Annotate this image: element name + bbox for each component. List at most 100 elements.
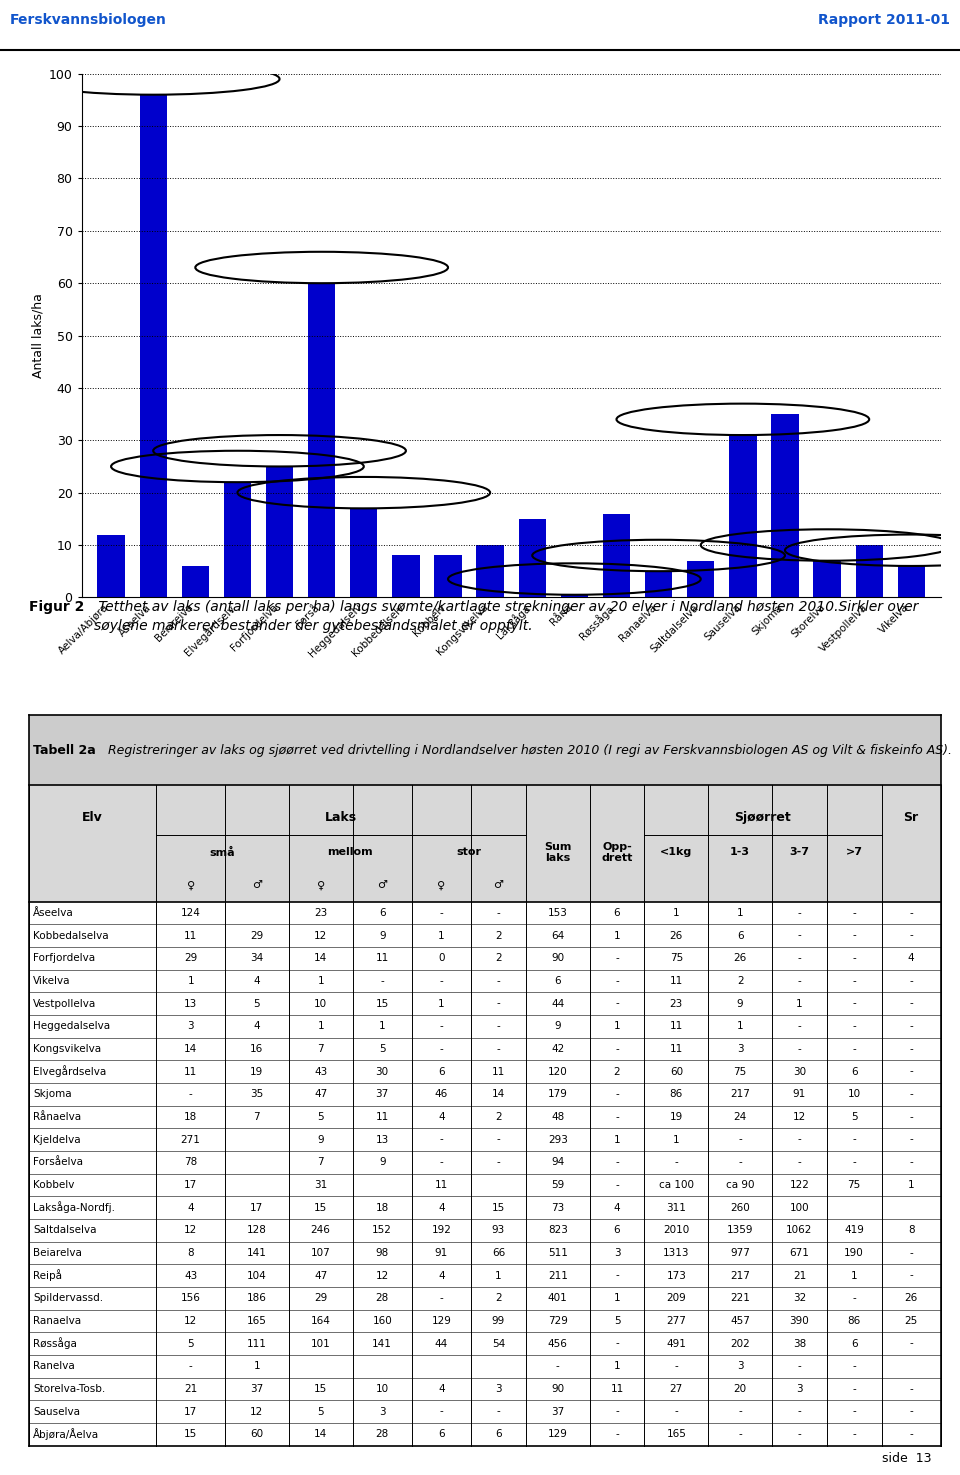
Text: Sauselva: Sauselva [34, 1407, 81, 1416]
Text: 1: 1 [673, 1134, 680, 1145]
Text: Registreringer av laks og sjøørret ved drivtelling i Nordlandselver høsten 2010 : Registreringer av laks og sjøørret ved d… [104, 743, 951, 757]
Text: 9: 9 [379, 1158, 386, 1167]
Text: 73: 73 [551, 1202, 564, 1212]
Text: 5: 5 [253, 999, 260, 1009]
Text: Kobbelv: Kobbelv [34, 1180, 75, 1190]
Text: -: - [440, 1021, 444, 1031]
Text: 11: 11 [184, 1066, 198, 1077]
Bar [393, 556, 420, 597]
Text: 12: 12 [251, 1407, 263, 1416]
Text: 12: 12 [314, 931, 327, 941]
Text: 165: 165 [247, 1316, 267, 1326]
Text: -: - [852, 953, 856, 963]
Text: -: - [798, 1021, 802, 1031]
Text: 6: 6 [737, 931, 743, 941]
Text: 209: 209 [666, 1294, 686, 1304]
Text: 511: 511 [548, 1248, 567, 1258]
Text: -: - [909, 1248, 913, 1258]
Text: 401: 401 [548, 1294, 567, 1304]
Text: 1-3: 1-3 [731, 848, 750, 857]
Text: 19: 19 [670, 1112, 683, 1122]
Text: -: - [615, 1270, 619, 1280]
Text: 1: 1 [318, 1021, 324, 1031]
Text: Spildervassd.: Spildervassd. [34, 1294, 104, 1304]
Text: -: - [738, 1158, 742, 1167]
Text: -: - [909, 999, 913, 1009]
Text: -: - [440, 1407, 444, 1416]
Text: <1kg: <1kg [660, 848, 692, 857]
Text: 14: 14 [492, 1089, 505, 1099]
Text: 1: 1 [796, 999, 803, 1009]
Text: -: - [675, 1361, 678, 1372]
Text: 46: 46 [435, 1089, 448, 1099]
Text: Laksåga-Nordfj.: Laksåga-Nordfj. [34, 1202, 115, 1214]
Text: 15: 15 [314, 1384, 327, 1394]
Text: 30: 30 [793, 1066, 806, 1077]
Text: 26: 26 [733, 953, 747, 963]
Text: 26: 26 [670, 931, 683, 941]
Text: 260: 260 [731, 1202, 750, 1212]
Text: 111: 111 [247, 1338, 267, 1348]
Text: -: - [440, 1044, 444, 1053]
Text: 7: 7 [318, 1044, 324, 1053]
Text: 43: 43 [314, 1066, 327, 1077]
Text: 9: 9 [379, 931, 386, 941]
Text: -: - [615, 1044, 619, 1053]
Text: 12: 12 [184, 1316, 198, 1326]
Bar [771, 414, 799, 597]
Text: 6: 6 [495, 1429, 502, 1440]
Text: 456: 456 [548, 1338, 567, 1348]
Bar [434, 556, 462, 597]
Bar [730, 435, 756, 597]
Text: -: - [798, 1134, 802, 1145]
Text: 44: 44 [435, 1338, 448, 1348]
Text: 90: 90 [551, 1384, 564, 1394]
Text: -: - [675, 1407, 678, 1416]
Text: 4: 4 [438, 1384, 444, 1394]
Text: ♀: ♀ [317, 881, 324, 891]
Text: 30: 30 [375, 1066, 389, 1077]
Text: -: - [496, 1021, 500, 1031]
Text: 293: 293 [548, 1134, 567, 1145]
Text: 86: 86 [848, 1316, 861, 1326]
Text: 18: 18 [375, 1202, 389, 1212]
Text: 729: 729 [548, 1316, 567, 1326]
Text: 3: 3 [796, 1384, 803, 1394]
Text: 1: 1 [737, 1021, 743, 1031]
Text: 122: 122 [789, 1180, 809, 1190]
Text: 190: 190 [844, 1248, 864, 1258]
Text: Åbjøra/Åelva: Åbjøra/Åelva [34, 1428, 100, 1440]
Text: -: - [440, 976, 444, 985]
Text: 6: 6 [613, 909, 620, 917]
Bar [813, 560, 841, 597]
Text: Røssåga: Røssåga [34, 1338, 77, 1350]
Text: 173: 173 [666, 1270, 686, 1280]
Text: 26: 26 [904, 1294, 918, 1304]
Text: 99: 99 [492, 1316, 505, 1326]
Text: 1: 1 [908, 1180, 915, 1190]
Text: 23: 23 [670, 999, 683, 1009]
Text: 28: 28 [375, 1429, 389, 1440]
Text: 3: 3 [495, 1384, 502, 1394]
Text: 2: 2 [613, 1066, 620, 1077]
Text: -: - [615, 1112, 619, 1122]
Text: Åseelva: Åseelva [34, 909, 74, 917]
Text: -: - [852, 1384, 856, 1394]
Text: -: - [909, 931, 913, 941]
Text: 160: 160 [372, 1316, 392, 1326]
Text: Saltdalselva: Saltdalselva [34, 1226, 97, 1235]
Text: Rånaelva: Rånaelva [34, 1112, 82, 1122]
Text: 5: 5 [379, 1044, 386, 1053]
Text: Kongsvikelva: Kongsvikelva [34, 1044, 102, 1053]
Text: -: - [496, 1134, 500, 1145]
Text: 54: 54 [492, 1338, 505, 1348]
Text: 823: 823 [548, 1226, 567, 1235]
Text: 60: 60 [670, 1066, 683, 1077]
Text: 13: 13 [375, 1134, 389, 1145]
Text: 10: 10 [375, 1384, 389, 1394]
Text: Forfjordelva: Forfjordelva [34, 953, 95, 963]
Text: 1: 1 [613, 1021, 620, 1031]
Text: 6: 6 [555, 976, 561, 985]
Text: -: - [852, 1407, 856, 1416]
Text: Forsåelva: Forsåelva [34, 1158, 84, 1167]
